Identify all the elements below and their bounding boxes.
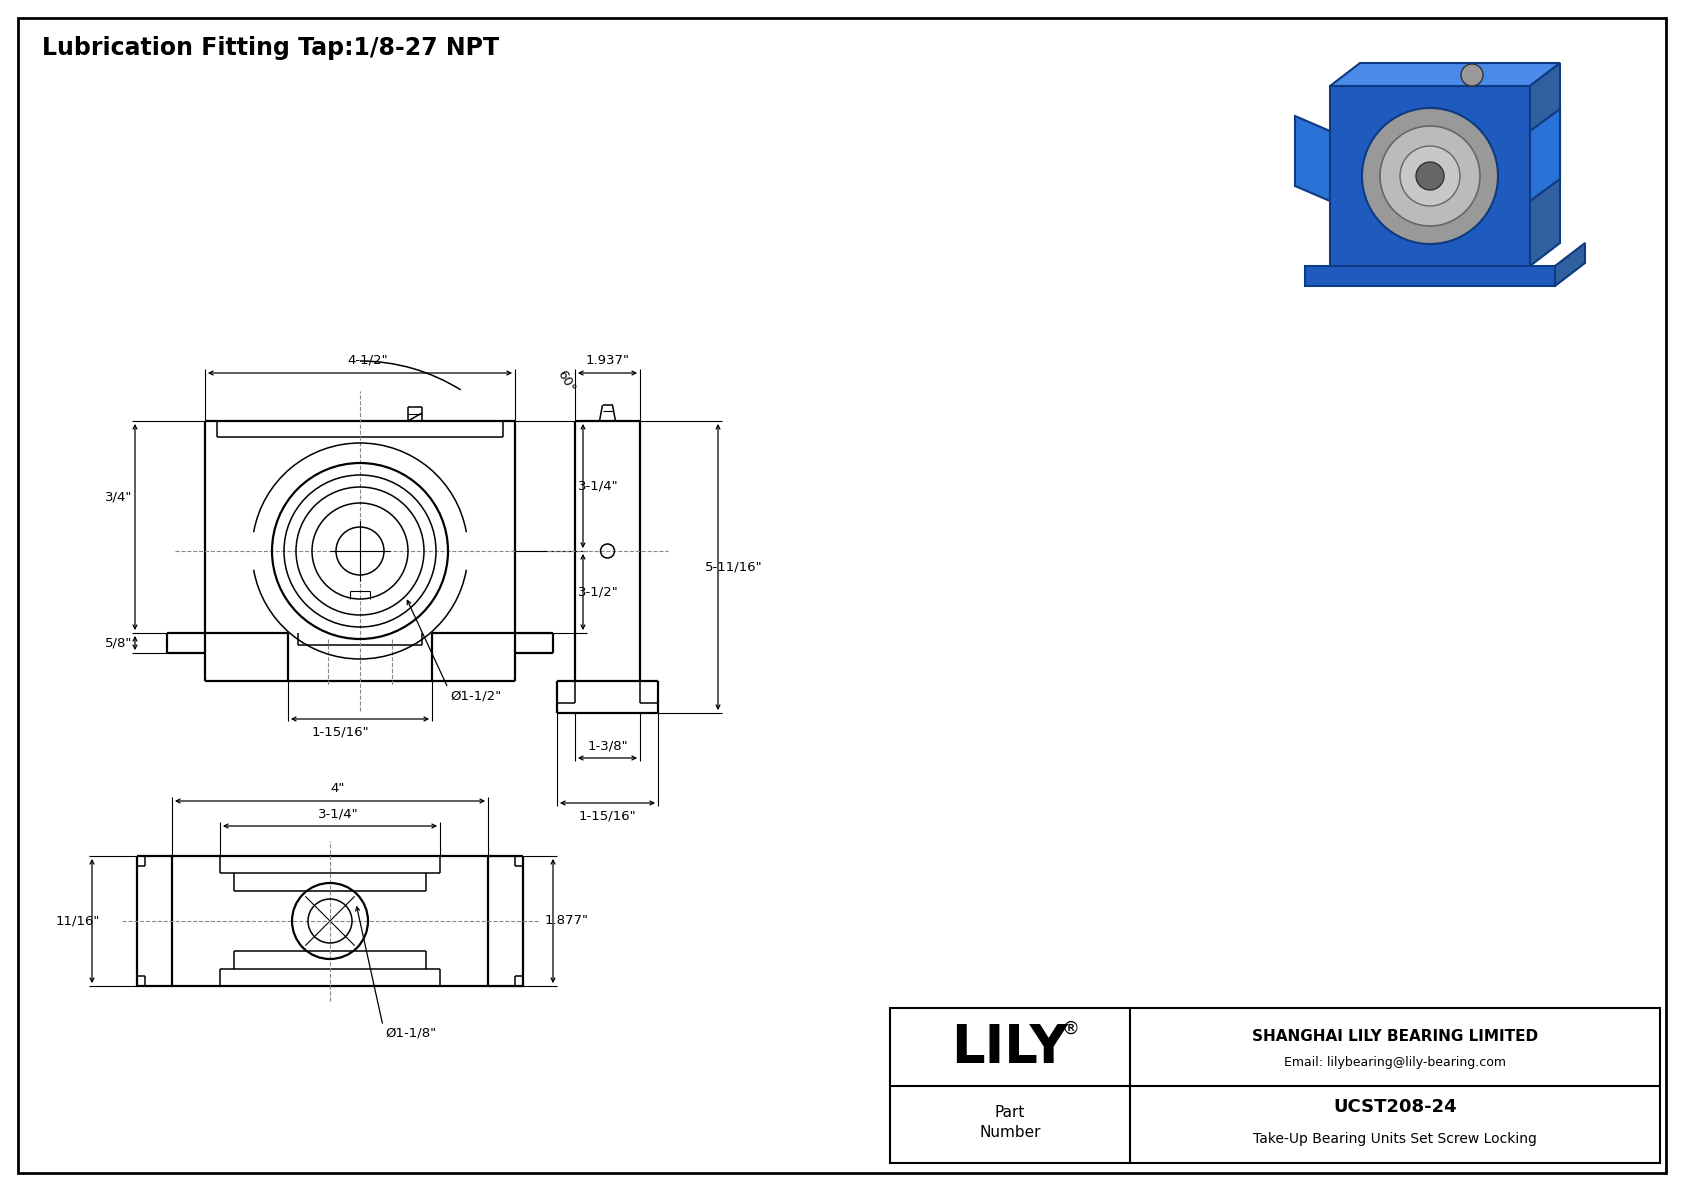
Polygon shape	[1330, 86, 1531, 266]
Polygon shape	[1531, 110, 1559, 201]
Polygon shape	[1330, 63, 1559, 86]
Circle shape	[1362, 108, 1499, 244]
Text: 1-15/16": 1-15/16"	[579, 810, 637, 823]
Circle shape	[1399, 146, 1460, 206]
Circle shape	[1379, 126, 1480, 226]
Text: Email: lilybearing@lily-bearing.com: Email: lilybearing@lily-bearing.com	[1283, 1055, 1505, 1068]
Text: 4": 4"	[330, 781, 345, 794]
Circle shape	[1462, 64, 1484, 86]
Text: 1-3/8": 1-3/8"	[588, 740, 628, 753]
Text: 1.937": 1.937"	[586, 354, 630, 367]
Text: Part
Number: Part Number	[980, 1105, 1041, 1140]
Text: 3-1/2": 3-1/2"	[578, 586, 618, 599]
Circle shape	[1416, 162, 1443, 191]
Text: Take-Up Bearing Units Set Screw Locking: Take-Up Bearing Units Set Screw Locking	[1253, 1131, 1537, 1146]
Text: 3-1/4": 3-1/4"	[578, 480, 618, 493]
Text: UCST208-24: UCST208-24	[1334, 1098, 1457, 1116]
Text: 3-1/4": 3-1/4"	[318, 807, 359, 821]
Polygon shape	[1305, 266, 1554, 286]
Text: 1-15/16": 1-15/16"	[312, 725, 369, 738]
Text: 3/4": 3/4"	[106, 491, 133, 504]
Polygon shape	[1554, 243, 1585, 286]
Text: LILY: LILY	[951, 1022, 1068, 1074]
Polygon shape	[1531, 63, 1559, 266]
Text: 5/8": 5/8"	[106, 636, 133, 649]
Bar	[891, 1008, 1660, 1162]
Text: Ø1-1/8": Ø1-1/8"	[386, 1027, 436, 1040]
Text: 1.877": 1.877"	[546, 915, 589, 928]
Text: SHANGHAI LILY BEARING LIMITED: SHANGHAI LILY BEARING LIMITED	[1251, 1029, 1537, 1043]
Polygon shape	[1295, 116, 1330, 201]
Text: ®: ®	[1063, 1019, 1079, 1037]
Text: Ø1-1/2": Ø1-1/2"	[450, 690, 502, 703]
Text: 4-1/2": 4-1/2"	[347, 354, 389, 367]
Text: 60°: 60°	[556, 368, 578, 394]
Text: 11/16": 11/16"	[56, 915, 99, 928]
Text: Lubrication Fitting Tap:1/8-27 NPT: Lubrication Fitting Tap:1/8-27 NPT	[42, 36, 498, 60]
Text: 5-11/16": 5-11/16"	[706, 561, 763, 574]
